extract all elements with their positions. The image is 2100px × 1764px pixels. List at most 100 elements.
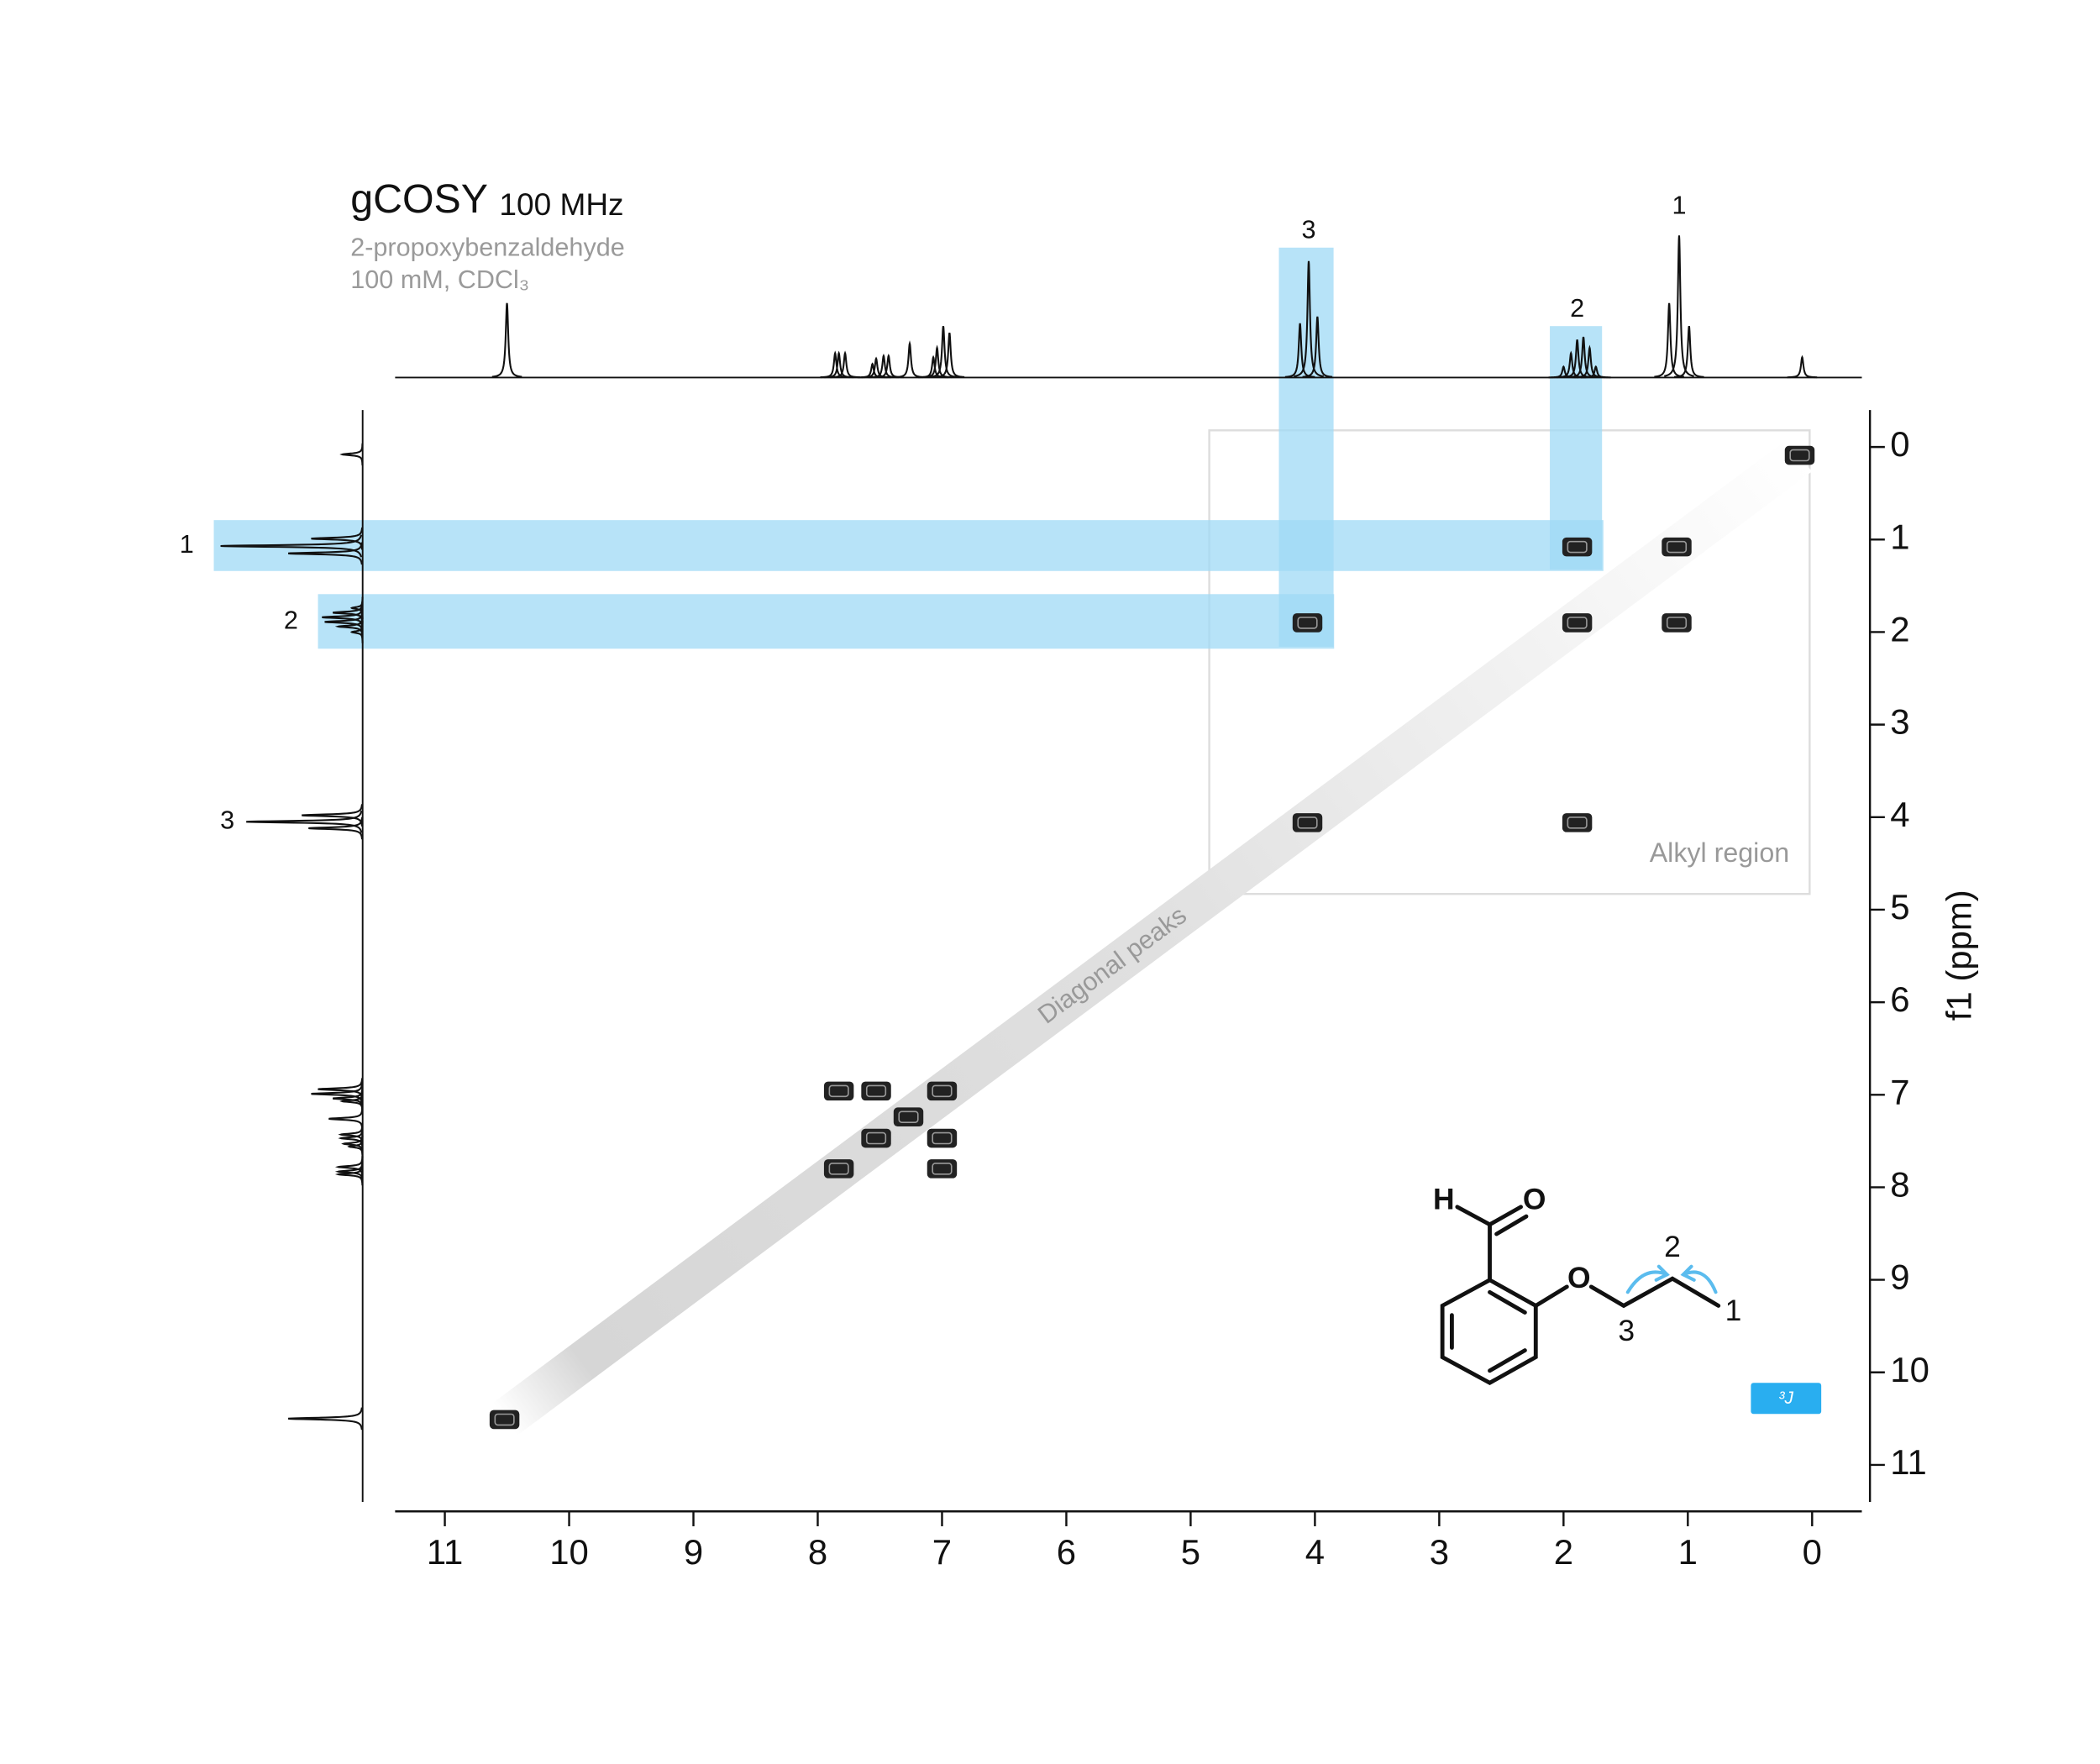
atom-label: H [1433, 1183, 1455, 1216]
atom-label: O [1567, 1261, 1591, 1294]
x-tick-label: 6 [1057, 1532, 1076, 1572]
cross-peak [823, 1159, 854, 1179]
spectrum-line [302, 804, 364, 827]
y-tick-label: 7 [1890, 1072, 1909, 1111]
benzene-ring [1440, 1278, 1538, 1385]
cross-peak-contour [932, 1131, 953, 1145]
spectrum-line [823, 350, 854, 379]
spectrum-line [861, 356, 891, 379]
cross-peak-contour [1789, 449, 1810, 462]
cross-peak [927, 1128, 958, 1148]
cross-peak-contour [1297, 617, 1318, 629]
y-tick-label: 2 [1890, 610, 1909, 649]
peak-label: 3 [220, 806, 234, 834]
cross-peak-contour [1666, 540, 1688, 554]
spectrum-line [308, 816, 364, 840]
peak-label: 2 [284, 606, 298, 634]
sample-name: 2-propoxybenzaldehyde [350, 233, 625, 261]
highlight-band [1278, 247, 1334, 647]
y-tick-label: 11 [1890, 1442, 1926, 1482]
spectrum-line [328, 1107, 364, 1131]
spectrum-line [333, 1087, 364, 1110]
coupling-badge-label: ³J [1779, 1389, 1794, 1408]
cross-peak [927, 1159, 958, 1179]
spectrum-line [311, 527, 364, 550]
cross-peak-contour [1567, 540, 1588, 554]
cross-peak-contour [865, 1131, 887, 1145]
x-tick-label: 4 [1305, 1532, 1325, 1572]
spectrum-line [1581, 365, 1611, 379]
region-box [1208, 429, 1811, 895]
cross-peak [927, 1081, 958, 1101]
x-tick-label: 8 [808, 1532, 827, 1572]
y-tick-label: 1 [1890, 517, 1909, 556]
cross-peak [1292, 613, 1323, 633]
cross-peak [1292, 813, 1323, 832]
cross-peak-contour [932, 1163, 953, 1175]
position-label: 2 [1664, 1230, 1681, 1263]
spectrum-line [1654, 302, 1684, 378]
spectrum-line [341, 1132, 364, 1155]
x-tick-label: 11 [427, 1532, 463, 1572]
cross-peak [1784, 445, 1815, 465]
y-tick-label: 3 [1890, 702, 1909, 742]
spectrum-line [895, 340, 925, 379]
spectrum-line [311, 1082, 364, 1105]
chart-subtitle: 100 MHz [499, 186, 623, 222]
spectrum-line [288, 1407, 363, 1431]
spectrum-line [318, 1078, 364, 1100]
spectrum-line [1284, 323, 1315, 378]
y-tick-label: 9 [1890, 1257, 1909, 1297]
spectrum-line [928, 326, 958, 378]
cross-peak [1562, 613, 1593, 633]
cross-peak-contour [1567, 816, 1588, 829]
peak-label: 2 [1570, 294, 1584, 323]
highlight-band [1550, 326, 1603, 570]
bond [1488, 1289, 1527, 1315]
cross-peak [1562, 813, 1593, 832]
x-tick-label: 2 [1554, 1532, 1573, 1572]
bond [1488, 1348, 1527, 1373]
arrow-head [1680, 1264, 1696, 1282]
highlight-band [213, 520, 1604, 571]
spectrum-line [491, 302, 522, 378]
peak-label: 1 [1672, 192, 1686, 220]
spectrum-line [339, 443, 364, 466]
cross-peak [1562, 537, 1593, 557]
position-label: 1 [1725, 1294, 1742, 1327]
arrow-head [1654, 1264, 1670, 1282]
cross-peak-contour [865, 1084, 887, 1098]
highlight-band [318, 594, 1335, 649]
chart-title: gCOSY [350, 176, 488, 222]
bond [1533, 1284, 1569, 1308]
x-tick-label: 3 [1430, 1532, 1449, 1572]
coupling-badge [1751, 1383, 1822, 1415]
y-tick-label: 4 [1890, 795, 1909, 834]
cross-peak-contour [494, 1413, 515, 1426]
peak-label: 1 [180, 530, 194, 559]
spectrum-line [1568, 336, 1599, 378]
spectrum-line [349, 596, 364, 620]
cross-peak [1662, 613, 1692, 633]
cross-peak-contour [1567, 617, 1588, 629]
propyl-chain [1588, 1276, 1721, 1309]
y-tick-label: 5 [1890, 887, 1909, 927]
spectrum-line [921, 344, 953, 379]
spectrum-line [934, 333, 965, 378]
spectrum-line [1294, 260, 1324, 378]
spectrum-line [1302, 316, 1333, 378]
cross-peak-contour [828, 1163, 849, 1175]
y-tick-label: 6 [1890, 979, 1909, 1019]
x-tick-label: 5 [1181, 1532, 1200, 1572]
x-tick-label: 7 [932, 1532, 952, 1572]
cross-peak-contour [1666, 617, 1688, 629]
y-axis-label: f1 (ppm) [1940, 890, 1979, 1021]
spectrum-line [334, 1160, 364, 1183]
coupling-arrow [1625, 1270, 1669, 1294]
background-layer: Alkyl region Diagonal peaks [213, 247, 1812, 1436]
spectrum-line [322, 606, 364, 629]
spectrum-line [246, 810, 363, 833]
bond [1488, 1205, 1523, 1227]
region-label: Alkyl region [1650, 837, 1789, 868]
spectrum-line [220, 534, 363, 558]
